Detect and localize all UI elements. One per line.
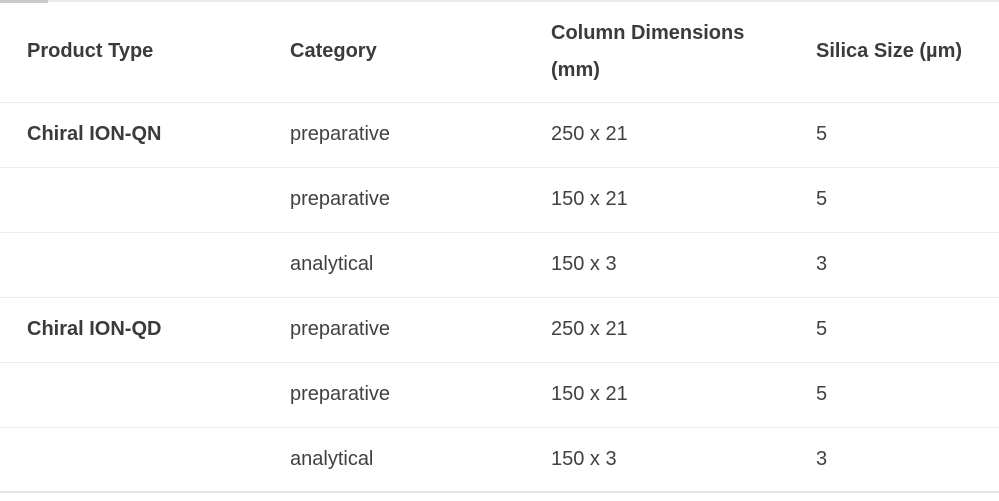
header-label-line2: (mm) xyxy=(551,58,600,81)
cell-product-type xyxy=(0,231,263,297)
column-header-column-dimensions: Column Dimensions (mm) xyxy=(524,1,789,102)
table-row: preparative 150 x 21 5 xyxy=(0,361,999,427)
table-top-accent xyxy=(0,0,48,3)
column-header-product-type: Product Type xyxy=(0,1,263,102)
cell-dimensions: 150 x 3 xyxy=(524,426,789,493)
header-label: Silica Size (µm) xyxy=(816,40,963,63)
cell-dimensions: 250 x 21 xyxy=(524,296,789,362)
cell-dimensions: 150 x 21 xyxy=(524,166,789,232)
cell-silica-size: 5 xyxy=(789,361,999,427)
cell-product-type: Chiral ION-QN xyxy=(0,101,263,167)
cell-silica-size: 3 xyxy=(789,426,999,493)
table-row: analytical 150 x 3 3 xyxy=(0,426,999,493)
cell-category: analytical xyxy=(263,426,524,493)
cell-product-type xyxy=(0,361,263,427)
cell-product-type xyxy=(0,166,263,232)
cell-dimensions: 150 x 3 xyxy=(524,231,789,297)
table-row: Chiral ION-QD preparative 250 x 21 5 xyxy=(0,296,999,362)
cell-category: preparative xyxy=(263,166,524,232)
cell-dimensions: 250 x 21 xyxy=(524,101,789,167)
header-label: Category xyxy=(290,40,377,63)
table-row: Chiral ION-QN preparative 250 x 21 5 xyxy=(0,101,999,167)
cell-category: preparative xyxy=(263,101,524,167)
cell-silica-size: 3 xyxy=(789,231,999,297)
header-label: Product Type xyxy=(27,40,154,63)
column-header-category: Category xyxy=(263,1,524,102)
cell-product-type: Chiral ION-QD xyxy=(0,296,263,362)
cell-silica-size: 5 xyxy=(789,101,999,167)
table-body: Chiral ION-QN preparative 250 x 21 5 pre… xyxy=(0,101,999,493)
cell-product-type xyxy=(0,426,263,493)
column-header-silica-size: Silica Size (µm) xyxy=(789,1,999,102)
cell-category: preparative xyxy=(263,296,524,362)
header-row: Product Type Category Column Dimensions … xyxy=(0,1,999,102)
header-label: Column Dimensions xyxy=(551,21,745,44)
cell-category: analytical xyxy=(263,231,524,297)
table-row: preparative 150 x 21 5 xyxy=(0,166,999,232)
cell-silica-size: 5 xyxy=(789,166,999,232)
cell-category: preparative xyxy=(263,361,524,427)
table-header: Product Type Category Column Dimensions … xyxy=(0,1,999,102)
cell-dimensions: 150 x 21 xyxy=(524,361,789,427)
cell-silica-size: 5 xyxy=(789,296,999,362)
table-row: analytical 150 x 3 3 xyxy=(0,231,999,297)
